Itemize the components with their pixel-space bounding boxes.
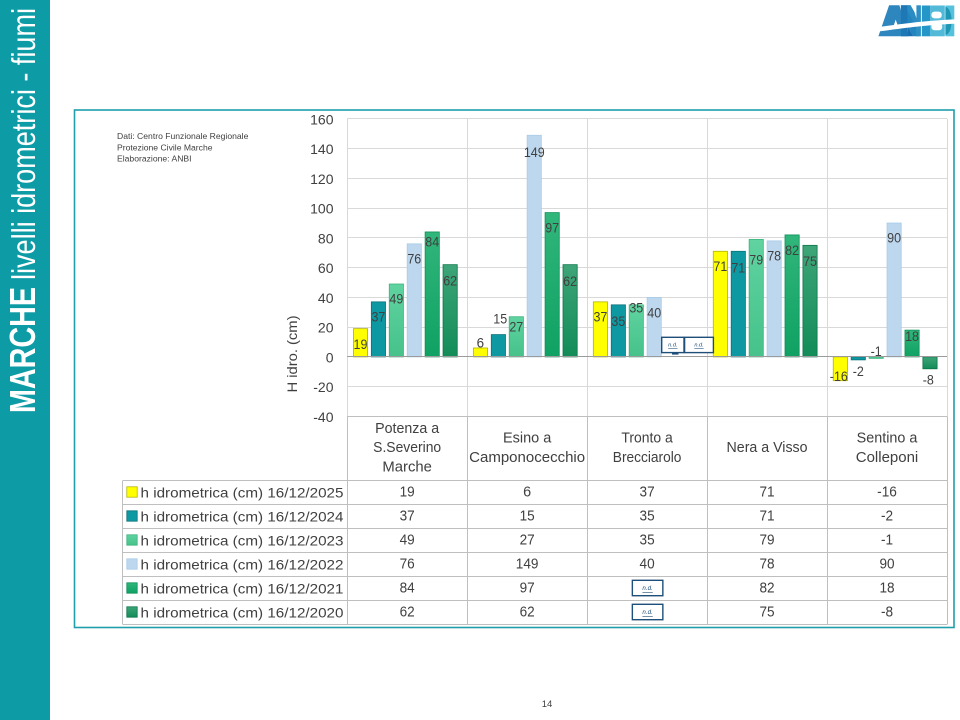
- svg-text:120: 120: [310, 171, 334, 187]
- svg-text:149: 149: [516, 557, 539, 573]
- svg-text:n.d.: n.d.: [642, 609, 652, 616]
- svg-text:6: 6: [523, 485, 531, 501]
- svg-text:14: 14: [542, 699, 553, 710]
- svg-text:97: 97: [545, 221, 559, 236]
- svg-text:livelli idrometrici - fiumi: livelli idrometrici - fiumi: [5, 8, 42, 280]
- svg-text:60: 60: [318, 260, 334, 276]
- svg-text:71: 71: [713, 259, 727, 274]
- svg-text:-40: -40: [313, 409, 333, 425]
- svg-text:100: 100: [310, 201, 334, 217]
- svg-text:84: 84: [425, 235, 439, 250]
- svg-text:-8: -8: [881, 605, 893, 621]
- svg-text:-20: -20: [313, 379, 333, 395]
- svg-text:79: 79: [760, 533, 775, 549]
- svg-text:149: 149: [524, 145, 545, 160]
- svg-text:h idrometrica (cm) 16/12/2020: h idrometrica (cm) 16/12/2020: [141, 605, 344, 621]
- svg-text:Brecciarolo: Brecciarolo: [613, 450, 682, 466]
- svg-text:-2: -2: [853, 364, 864, 379]
- svg-text:80: 80: [318, 230, 334, 246]
- svg-text:H idro. (cm): H idro. (cm): [285, 316, 300, 393]
- svg-text:6: 6: [477, 336, 484, 351]
- svg-text:18: 18: [879, 581, 894, 597]
- svg-text:h idrometrica (cm) 16/12/2022: h idrometrica (cm) 16/12/2022: [141, 557, 344, 573]
- svg-text:n.d.: n.d.: [642, 585, 652, 592]
- svg-text:82: 82: [785, 243, 799, 258]
- svg-text:62: 62: [400, 605, 415, 621]
- svg-text:Esino a: Esino a: [503, 431, 551, 447]
- svg-text:n.d.: n.d.: [694, 342, 703, 348]
- svg-text:h idrometrica (cm) 16/12/2023: h idrometrica (cm) 16/12/2023: [141, 533, 344, 549]
- svg-text:h idrometrica (cm) 16/12/2024: h idrometrica (cm) 16/12/2024: [141, 509, 344, 525]
- svg-text:15: 15: [493, 312, 507, 327]
- svg-text:79: 79: [749, 253, 763, 268]
- svg-text:MARCHE: MARCHE: [2, 287, 43, 413]
- svg-text:140: 140: [310, 141, 334, 157]
- svg-text:27: 27: [509, 320, 523, 335]
- svg-text:62: 62: [563, 274, 577, 289]
- svg-text:20: 20: [318, 320, 334, 336]
- svg-text:62: 62: [520, 605, 535, 621]
- svg-text:82: 82: [760, 581, 775, 597]
- svg-text:35: 35: [640, 533, 655, 549]
- svg-text:62: 62: [443, 274, 457, 289]
- svg-text:Sentino a: Sentino a: [857, 431, 918, 447]
- svg-text:Elaborazione: ANBI: Elaborazione: ANBI: [117, 154, 192, 164]
- svg-text:71: 71: [760, 485, 775, 501]
- svg-text:Colleponi: Colleponi: [856, 450, 919, 466]
- svg-text:15: 15: [520, 509, 535, 525]
- svg-text:75: 75: [760, 605, 775, 621]
- svg-text:40: 40: [318, 290, 334, 306]
- svg-text:49: 49: [389, 292, 403, 307]
- svg-text:-8: -8: [923, 373, 934, 388]
- svg-text:84: 84: [400, 581, 415, 597]
- svg-text:-16: -16: [830, 369, 848, 384]
- svg-text:90: 90: [879, 557, 894, 573]
- svg-text:Protezione Civile Marche: Protezione Civile Marche: [117, 142, 213, 152]
- svg-text:40: 40: [640, 557, 655, 573]
- svg-text:37: 37: [371, 309, 385, 324]
- svg-text:160: 160: [310, 111, 334, 127]
- svg-text:40: 40: [647, 306, 661, 321]
- svg-text:37: 37: [400, 509, 415, 525]
- svg-text:-16: -16: [877, 485, 897, 501]
- svg-text:-1: -1: [871, 344, 882, 359]
- svg-text:h idrometrica (cm) 16/12/2025: h idrometrica (cm) 16/12/2025: [141, 485, 344, 501]
- svg-text:75: 75: [803, 254, 817, 269]
- svg-text:Marche: Marche: [382, 459, 432, 475]
- svg-text:19: 19: [400, 485, 415, 501]
- svg-text:49: 49: [400, 533, 415, 549]
- svg-text:Nera a Visso: Nera a Visso: [727, 440, 808, 456]
- svg-text:Tronto a: Tronto a: [621, 431, 672, 447]
- svg-text:Camponocecchio: Camponocecchio: [469, 450, 585, 466]
- svg-text:97: 97: [520, 581, 535, 597]
- svg-text:Potenza a: Potenza a: [375, 421, 439, 437]
- svg-text:35: 35: [611, 314, 625, 329]
- svg-text:27: 27: [520, 533, 535, 549]
- svg-text:76: 76: [400, 557, 415, 573]
- svg-text:Dati: Centro Funzionale Region: Dati: Centro Funzionale Regionale: [117, 131, 249, 141]
- svg-text:S.Severino: S.Severino: [373, 440, 441, 456]
- svg-text:35: 35: [640, 509, 655, 525]
- svg-text:18: 18: [905, 329, 919, 344]
- svg-text:78: 78: [760, 557, 775, 573]
- svg-text:35: 35: [629, 301, 643, 316]
- svg-text:71: 71: [731, 261, 745, 276]
- svg-text:37: 37: [593, 310, 607, 325]
- svg-text:71: 71: [760, 509, 775, 525]
- svg-text:19: 19: [354, 337, 368, 352]
- svg-text:-2: -2: [881, 509, 893, 525]
- svg-text:78: 78: [767, 249, 781, 264]
- svg-text:h idrometrica (cm) 16/12/2021: h idrometrica (cm) 16/12/2021: [141, 581, 344, 597]
- svg-text:76: 76: [407, 251, 421, 266]
- svg-text:0: 0: [326, 349, 334, 365]
- svg-text:-1: -1: [881, 533, 893, 549]
- svg-text:90: 90: [887, 231, 901, 246]
- svg-text:n.d.: n.d.: [668, 342, 677, 348]
- svg-text:37: 37: [640, 485, 655, 501]
